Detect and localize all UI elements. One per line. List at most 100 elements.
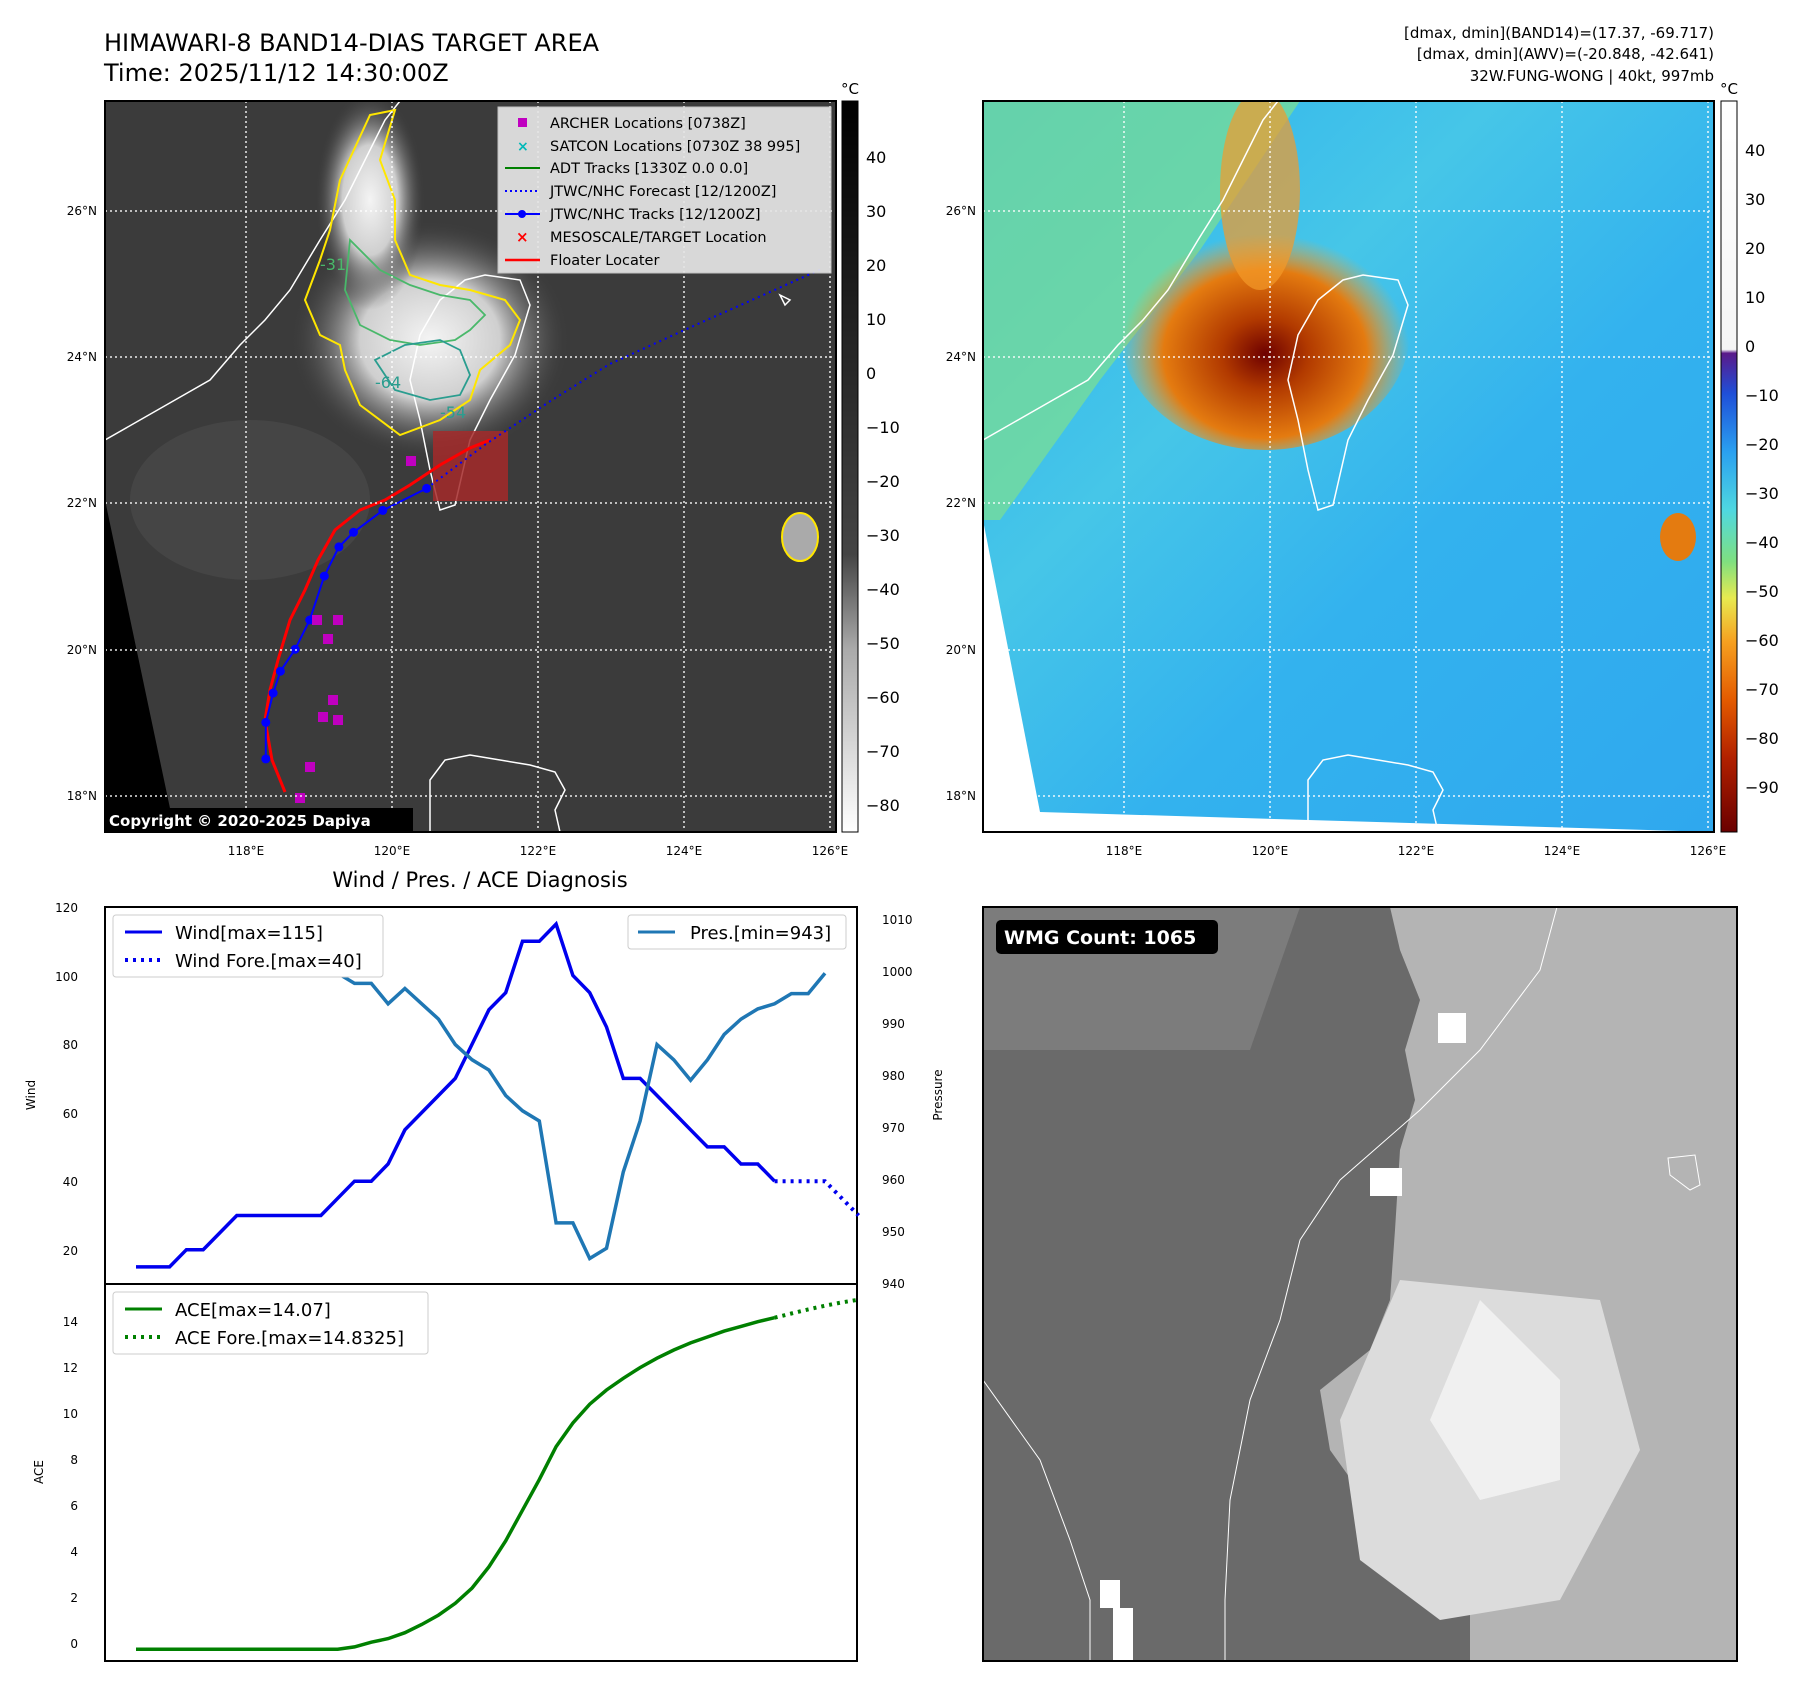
ir-colorbar [841,100,859,833]
pres-tick: 1010 [882,913,913,927]
cbar-tick: −50 [866,634,900,653]
cbar-tick: 40 [1745,141,1765,160]
wmg-cloud-core [1430,1300,1560,1500]
ace-tick: 6 [70,1499,78,1513]
jtwc-track-point [261,717,271,727]
cbar-tick: −90 [1745,778,1779,797]
archer-marker [305,762,315,772]
pres-tick: 990 [882,1017,905,1031]
legend-forecast: JTWC/NHC Forecast [12/1200Z] [549,184,776,200]
ir-colorbar-ticks: 40 30 20 10 0 −10 −20 −30 −40 −50 −60 −7… [866,148,900,815]
pres-tick: 1000 [882,965,913,979]
cbar-tick: −40 [866,580,900,599]
legend-marker-mesoscale: × [516,228,529,246]
lat-tick: 22°N [946,496,976,510]
jtwc-track-point [275,666,285,676]
cbar-tick: −50 [1745,582,1779,601]
ir-map-frame [104,100,837,833]
ace-tick: 0 [70,1637,78,1651]
lon-tick: 126°E [1690,844,1727,858]
jtwc-track-point [378,505,388,515]
ir-colorbar-unit: °C [841,80,859,98]
wmg-coastline [1224,907,1558,1661]
figure-title: HIMAWARI-8 BAND14-DIAS TARGET AREA [104,29,600,57]
floater-track [263,438,491,793]
lat-tick: 20°N [946,643,976,657]
awv-taiwan-coastline [1287,274,1409,511]
archer-marker [328,695,338,705]
archer-marker [318,712,328,722]
pressure-ticks: 1010 1000 990 980 970 960 950 940 [882,913,913,1291]
wmg-pixel [1100,1580,1120,1608]
luzon-coastline [429,754,566,832]
awv-lon-ticks: 118°E 120°E 122°E 124°E 126°E [1106,844,1727,858]
small-cloud-cell [781,512,819,562]
ace-tick: 12 [63,1361,78,1375]
ace-axis-label: ACE [32,1460,46,1484]
wind-legend-box [112,914,384,978]
legend-pres: Pres.[min=943] [690,923,831,944]
awv-china-coastline [983,101,1279,441]
pres-tick: 940 [882,1277,905,1291]
awv-map-frame [982,100,1715,833]
legend-marker-satcon: × [517,139,529,155]
legend-wind-fore: Wind Fore.[max=40] [175,951,362,972]
ir-map-panel: -31 -64 -54 Copyright © 2020-2025 Dapiya… [67,80,900,858]
legend-archer: ARCHER Locations [0738Z] [550,116,746,132]
series-wind [136,920,776,1269]
archer-marker [323,634,333,644]
cbar-tick: −80 [1745,729,1779,748]
archer-marker [406,456,416,466]
ace-ticks: 14 12 10 8 6 4 2 0 [63,1315,78,1651]
jtwc-track-point [319,571,329,581]
legend-ace: ACE[max=14.07] [175,1300,331,1321]
lon-tick: 124°E [1544,844,1581,858]
awv-small-cell [1660,513,1696,561]
ace-tick: 2 [70,1591,78,1605]
lat-tick: 22°N [67,496,97,510]
no-data-region [105,101,175,832]
pres-legend: Pres.[min=943] [627,914,847,950]
ir-map-lon-ticks: 118°E 120°E 122°E 124°E 126°E [228,844,849,858]
cloud-streak [130,420,370,580]
awv-map-panel: 26°N 24°N 22°N 20°N 18°N 118°E 120°E 122… [946,80,1779,858]
legend-floater: Floater Locater [550,253,659,269]
awv-luzon-coastline [1307,754,1444,832]
ace-tick: 10 [63,1407,78,1421]
cbar-tick: −10 [1745,386,1779,405]
ace-legend-box [112,1291,429,1355]
info-awv: [dmax, dmin](AWV)=(-20.848, -42.641) [1417,45,1714,63]
pres-tick: 960 [882,1173,905,1187]
contour-teal [373,339,471,401]
cbar-tick: −30 [1745,484,1779,503]
lat-tick: 20°N [67,643,97,657]
lon-tick: 118°E [1106,844,1143,858]
contour-label-2: -64 [375,373,401,392]
cbar-tick: −70 [866,742,900,761]
legend-satcon: SATCON Locations [0730Z 38 995] [550,139,800,155]
archer-locations [295,456,416,803]
awv-gridlines [983,101,1714,832]
wind-tick: 60 [63,1107,78,1121]
legend-marker-archer [518,118,527,127]
cbar-tick: −10 [866,418,900,437]
taiwan-coastline [409,274,531,511]
awv-colorbar-unit: °C [1720,80,1738,98]
map-legend: ARCHER Locations [0738Z] × SATCON Locati… [497,106,832,274]
jtwc-track-point [334,542,344,552]
contour-green [344,238,487,346]
lat-tick: 26°N [67,204,97,218]
china-coastline [105,101,401,441]
cloud-band [315,101,425,310]
wind-tick: 100 [55,970,78,984]
lat-tick: 24°N [67,350,97,364]
lat-tick: 26°N [946,204,976,218]
pressure-axis-label: Pressure [931,1069,945,1120]
cbar-tick: −40 [1745,533,1779,552]
figure-time: Time: 2025/11/12 14:30:00Z [103,59,449,87]
cbar-tick: −80 [866,796,900,815]
cbar-tick: 20 [866,256,886,275]
legend-mesoscale: MESOSCALE/TARGET Location [550,230,767,246]
archer-marker [295,793,305,803]
awv-band [1220,101,1300,290]
